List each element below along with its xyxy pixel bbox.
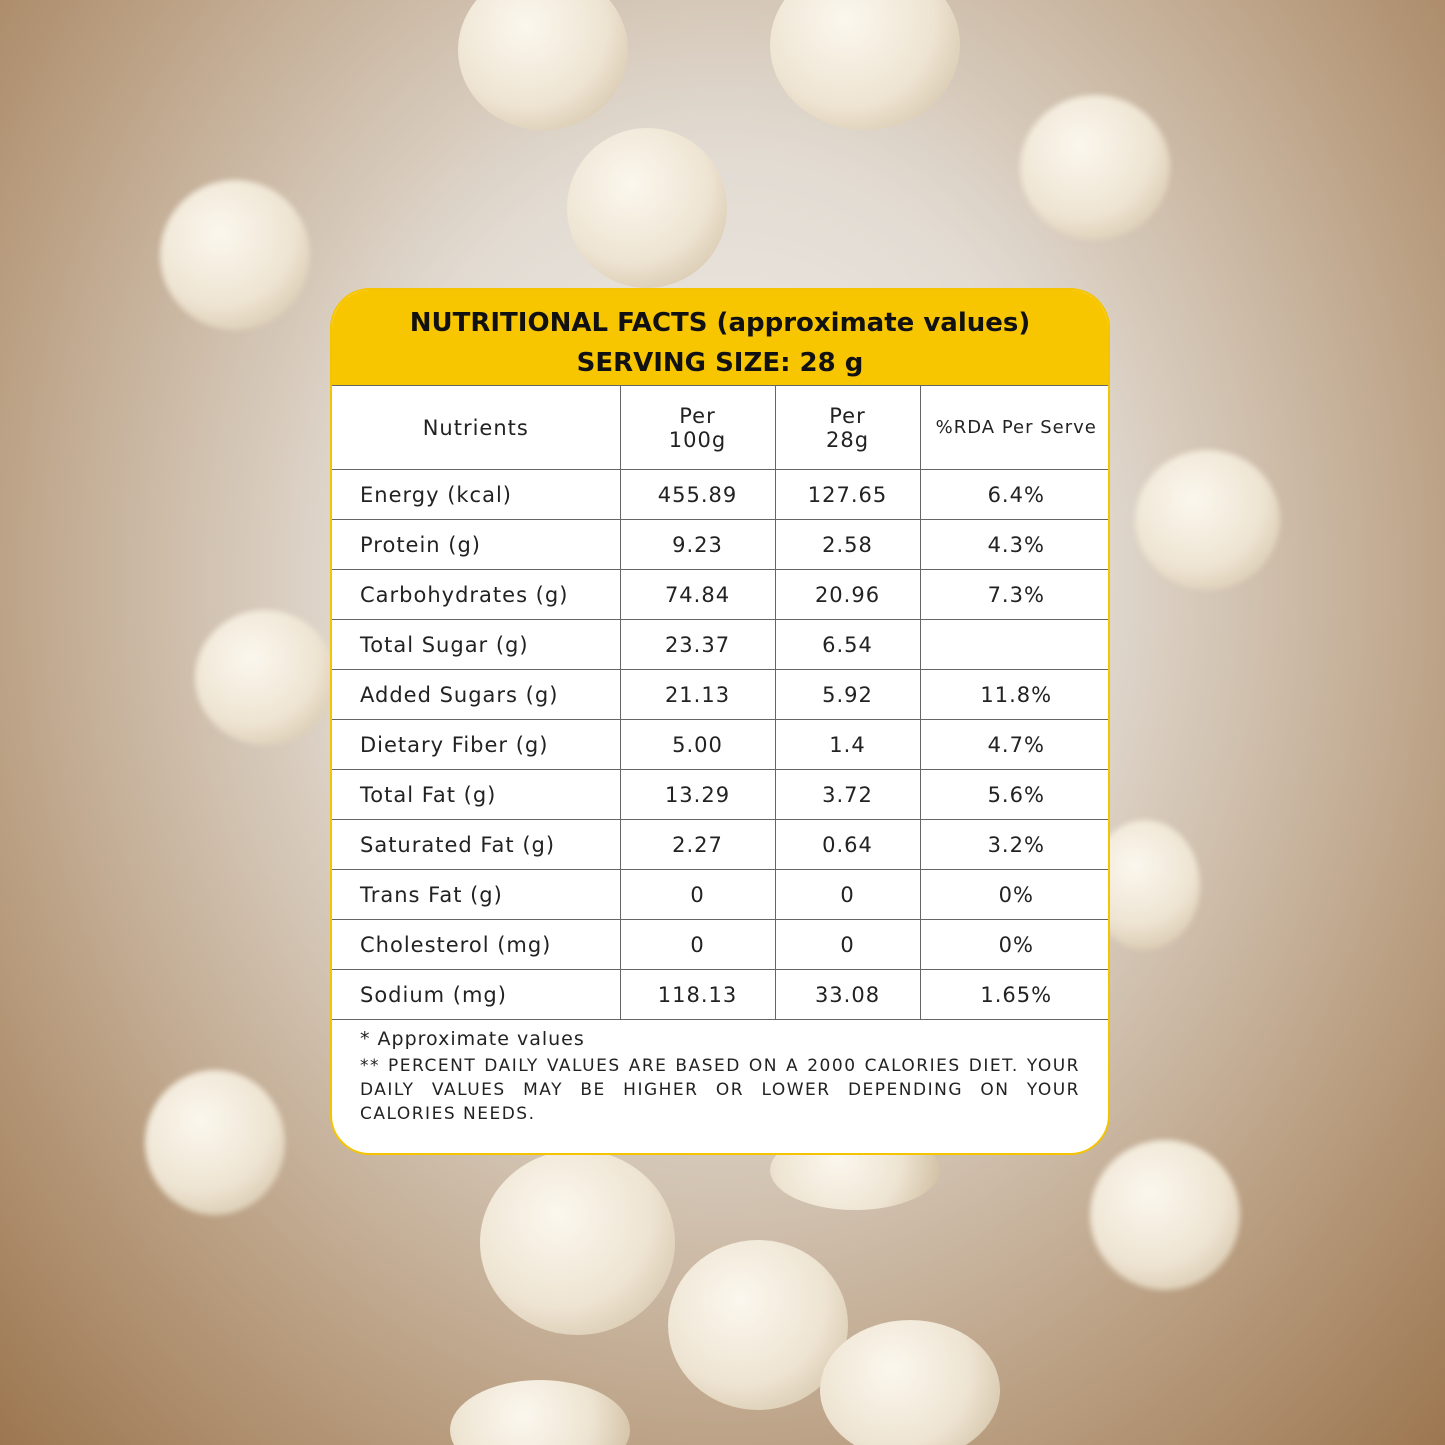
decor bbox=[195, 610, 335, 745]
nutrient-value: 2.27 bbox=[619, 819, 776, 870]
nutrient-value: 0 bbox=[774, 919, 921, 970]
nutrient-row: Saturated Fat (g) 2.27 0.64 3.2% bbox=[332, 819, 1108, 870]
title: NUTRITIONAL FACTS (approximate values) bbox=[409, 308, 1031, 338]
nutrient-value: 0% bbox=[919, 919, 1108, 970]
decor bbox=[1020, 95, 1170, 240]
nutrient-name: Carbohydrates (g) bbox=[332, 569, 621, 620]
nutrient-row: Trans Fat (g) 0 0 0% bbox=[332, 869, 1108, 920]
decor bbox=[567, 128, 727, 288]
column-header-text: Per 100g bbox=[668, 403, 727, 452]
nutrient-value: 2.58 bbox=[774, 519, 921, 570]
nutrient-value: 1.65% bbox=[919, 969, 1108, 1020]
nutrient-value: 11.8% bbox=[919, 669, 1108, 720]
nutrient-value: 3.2% bbox=[919, 819, 1108, 870]
nutrition-table: Nutrients Per 100g Per 28g %RDA Per Serve E… bbox=[332, 385, 1108, 1020]
nutrient-name: Saturated Fat (g) bbox=[332, 819, 621, 870]
nutrient-value: 455.89 bbox=[619, 469, 776, 520]
footnotes: * Approximate values ** PERCENT DAILY VA… bbox=[332, 1020, 1108, 1134]
nutrient-value: 4.7% bbox=[919, 719, 1108, 770]
nutrient-row: Total Sugar (g) 23.37 6.54 bbox=[332, 619, 1108, 670]
column-header: %RDA Per Serve bbox=[919, 385, 1108, 470]
header-row: Nutrients Per 100g Per 28g %RDA Per Serve bbox=[332, 385, 1108, 470]
nutrient-value: 0% bbox=[919, 869, 1108, 920]
decor bbox=[770, 0, 960, 130]
nutrient-value: 0.64 bbox=[774, 819, 921, 870]
nutrient-value: 13.29 bbox=[619, 769, 776, 820]
empty-cell bbox=[919, 619, 1108, 670]
nutrient-value: 5.6% bbox=[919, 769, 1108, 820]
footnote: ** PERCENT DAILY VALUES ARE BASED ON A 2… bbox=[360, 1056, 1080, 1124]
nutrient-name: Sodium (mg) bbox=[332, 969, 621, 1020]
nutrient-value: 9.23 bbox=[619, 519, 776, 570]
decor bbox=[450, 1380, 630, 1445]
nutrient-row: Carbohydrates (g) 74.84 20.96 7.3% bbox=[332, 569, 1108, 620]
nutrient-value: 0 bbox=[619, 919, 776, 970]
nutrient-row: Total Fat (g) 13.29 3.72 5.6% bbox=[332, 769, 1108, 820]
decor bbox=[458, 0, 628, 130]
nutrient-name: Added Sugars (g) bbox=[332, 669, 621, 720]
nutrient-row: Added Sugars (g) 21.13 5.92 11.8% bbox=[332, 669, 1108, 720]
column-header-text: Nutrients bbox=[422, 415, 529, 440]
nutrient-name: Total Sugar (g) bbox=[332, 619, 621, 670]
nutrient-value: 3.72 bbox=[774, 769, 921, 820]
serving-size: SERVING SIZE: 28 g bbox=[576, 348, 864, 378]
nutrient-value: 4.3% bbox=[919, 519, 1108, 570]
decor bbox=[668, 1240, 848, 1410]
decor bbox=[480, 1150, 675, 1335]
nutrient-value: 20.96 bbox=[774, 569, 921, 620]
nutrient-value: 127.65 bbox=[774, 469, 921, 520]
nutrient-name: Protein (g) bbox=[332, 519, 621, 570]
nutrient-value: 0 bbox=[774, 869, 921, 920]
nutrient-row: Protein (g) 9.23 2.58 4.3% bbox=[332, 519, 1108, 570]
nutrient-name: Cholesterol (mg) bbox=[332, 919, 621, 970]
nutrient-row: Sodium (mg) 118.13 33.08 1.65% bbox=[332, 969, 1108, 1020]
nutrition-card: NUTRITIONAL FACTS (approximate values) S… bbox=[330, 288, 1110, 1155]
column-header: Nutrients bbox=[332, 385, 621, 470]
decor bbox=[145, 1070, 285, 1215]
nutrient-name: Energy (kcal) bbox=[332, 469, 621, 520]
nutrient-value: 7.3% bbox=[919, 569, 1108, 620]
footnote: * Approximate values bbox=[360, 1028, 585, 1050]
nutrient-value: 5.00 bbox=[619, 719, 776, 770]
column-header-text: Per 28g bbox=[825, 403, 870, 452]
nutrient-value: 74.84 bbox=[619, 569, 776, 620]
nutrient-name: Trans Fat (g) bbox=[332, 869, 621, 920]
nutrient-value: 23.37 bbox=[619, 619, 776, 670]
table-body: Energy (kcal) 455.89 127.65 6.4% Protein (g)… bbox=[332, 469, 1108, 1020]
nutrient-row: Cholesterol (mg) 0 0 0% bbox=[332, 919, 1108, 970]
decor bbox=[820, 1320, 1000, 1445]
card-header: NUTRITIONAL FACTS (approximate values) S… bbox=[332, 290, 1108, 385]
nutrient-value: 5.92 bbox=[774, 669, 921, 720]
nutrient-value: 21.13 bbox=[619, 669, 776, 720]
decor bbox=[1135, 450, 1280, 590]
nutrient-name: Dietary Fiber (g) bbox=[332, 719, 621, 770]
decor bbox=[160, 180, 310, 330]
nutrient-value: 0 bbox=[619, 869, 776, 920]
nutrient-name: Total Fat (g) bbox=[332, 769, 621, 820]
decor bbox=[1090, 1140, 1240, 1290]
nutrient-value: 6.54 bbox=[774, 619, 921, 670]
nutrient-value: 6.4% bbox=[919, 469, 1108, 520]
nutrient-value: 33.08 bbox=[774, 969, 921, 1020]
nutrient-row: Energy (kcal) 455.89 127.65 6.4% bbox=[332, 469, 1108, 520]
column-header: Per 100g bbox=[619, 385, 776, 470]
column-header-text: %RDA Per Serve bbox=[935, 417, 1097, 438]
nutrient-value: 118.13 bbox=[619, 969, 776, 1020]
nutrient-value: 1.4 bbox=[774, 719, 921, 770]
nutrient-row: Dietary Fiber (g) 5.00 1.4 4.7% bbox=[332, 719, 1108, 770]
column-header: Per 28g bbox=[774, 385, 921, 470]
